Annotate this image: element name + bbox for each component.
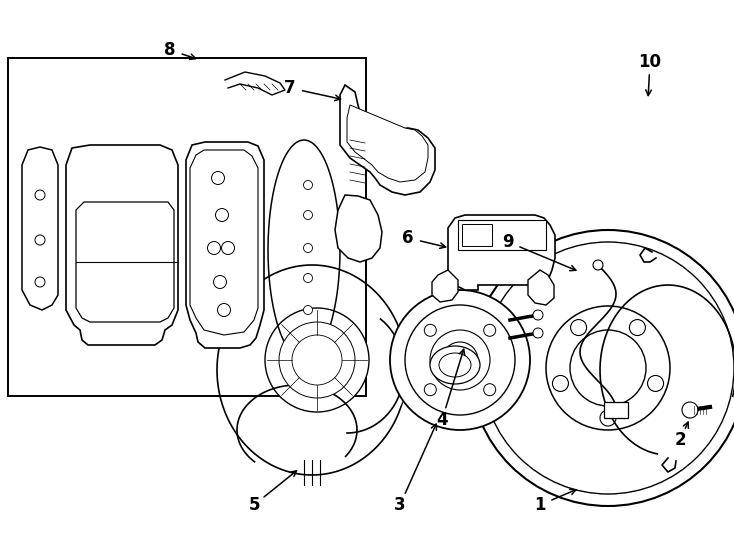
Text: 10: 10	[639, 53, 661, 71]
Circle shape	[424, 384, 436, 396]
Circle shape	[533, 310, 543, 320]
Ellipse shape	[439, 353, 471, 377]
Circle shape	[570, 320, 586, 335]
Circle shape	[647, 375, 664, 391]
Circle shape	[35, 235, 45, 245]
Text: 7: 7	[284, 79, 296, 97]
Circle shape	[303, 180, 313, 190]
Text: 9: 9	[502, 233, 514, 251]
Ellipse shape	[430, 346, 480, 384]
Bar	[8, 58, 366, 396]
Circle shape	[222, 241, 234, 254]
Text: 8: 8	[164, 41, 175, 59]
Circle shape	[553, 375, 568, 391]
Text: 2: 2	[675, 431, 686, 449]
Polygon shape	[340, 85, 435, 195]
Circle shape	[217, 303, 230, 316]
Circle shape	[682, 402, 698, 418]
Text: 5: 5	[248, 496, 260, 514]
Polygon shape	[22, 147, 58, 310]
Text: 6: 6	[402, 229, 414, 247]
Circle shape	[390, 290, 530, 430]
Text: 4: 4	[436, 411, 448, 429]
Circle shape	[265, 308, 369, 412]
Circle shape	[593, 260, 603, 270]
Circle shape	[533, 328, 543, 338]
Circle shape	[405, 305, 515, 415]
Text: 1: 1	[534, 496, 546, 514]
Polygon shape	[448, 215, 555, 290]
Circle shape	[484, 325, 495, 336]
Circle shape	[35, 277, 45, 287]
Circle shape	[216, 208, 228, 221]
Polygon shape	[335, 195, 382, 262]
Circle shape	[484, 384, 495, 396]
Circle shape	[482, 242, 734, 494]
Circle shape	[442, 342, 478, 378]
Circle shape	[211, 172, 225, 185]
Circle shape	[292, 335, 342, 385]
Bar	[458, 220, 546, 250]
Polygon shape	[186, 142, 264, 348]
Polygon shape	[347, 105, 428, 182]
Circle shape	[629, 320, 645, 335]
Circle shape	[546, 306, 670, 430]
Circle shape	[35, 190, 45, 200]
Circle shape	[600, 410, 616, 426]
Circle shape	[303, 273, 313, 282]
Polygon shape	[528, 270, 554, 305]
Circle shape	[424, 325, 436, 336]
Circle shape	[303, 211, 313, 219]
Circle shape	[430, 330, 490, 390]
Bar	[604, 402, 628, 418]
Circle shape	[208, 241, 220, 254]
Polygon shape	[432, 270, 458, 302]
Circle shape	[303, 306, 313, 314]
Bar	[462, 224, 492, 246]
Circle shape	[470, 230, 734, 506]
Circle shape	[214, 275, 227, 288]
Polygon shape	[66, 145, 178, 345]
Circle shape	[303, 244, 313, 253]
Circle shape	[279, 322, 355, 398]
Polygon shape	[190, 150, 258, 335]
Text: 3: 3	[394, 496, 406, 514]
Polygon shape	[76, 202, 174, 322]
Circle shape	[570, 330, 646, 406]
